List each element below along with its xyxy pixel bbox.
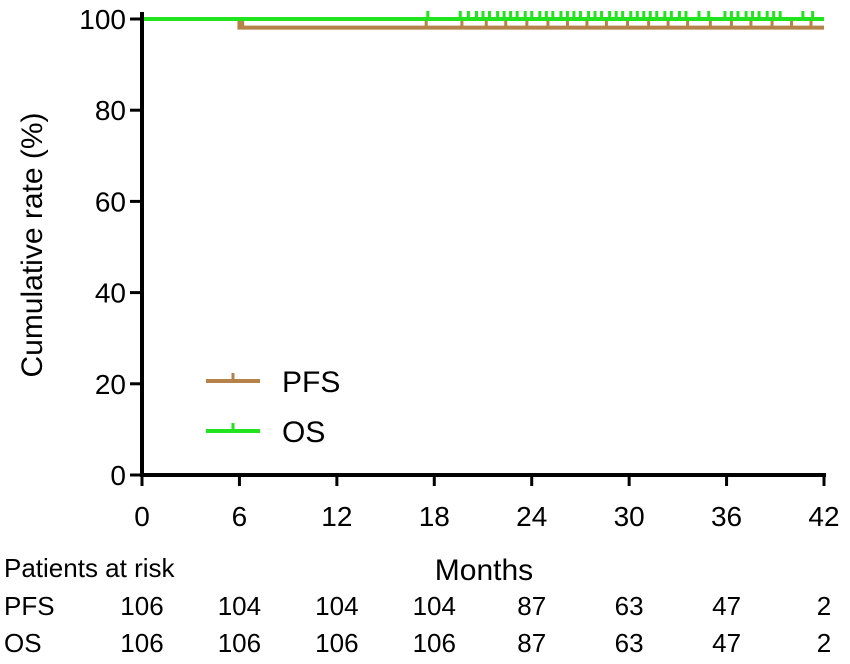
y-tick-label-1: 20 bbox=[95, 369, 126, 400]
x-tick-label-5: 30 bbox=[614, 501, 645, 532]
series-os bbox=[142, 11, 824, 21]
risk-cell-os-5: 63 bbox=[615, 628, 644, 658]
risk-cell-os-3: 106 bbox=[413, 628, 456, 658]
legend-label-os: OS bbox=[282, 416, 325, 449]
risk-table-header: Patients at risk bbox=[4, 553, 176, 583]
risk-table: Patients at risk PFS OS 106 104 104 104 87 63… bbox=[4, 553, 831, 658]
x-tick-label-0: 0 bbox=[134, 501, 150, 532]
ticks-layer: 0 6 12 18 24 30 36 42 0 20 40 60 80 100 bbox=[79, 4, 839, 532]
y-tick-label-3: 60 bbox=[95, 186, 126, 217]
risk-cell-pfs-4: 87 bbox=[517, 591, 546, 621]
y-axis-title: Cumulative rate (%) bbox=[16, 112, 49, 377]
risk-cell-pfs-7: 2 bbox=[817, 591, 831, 621]
y-tick-label-4: 80 bbox=[95, 95, 126, 126]
series-layer bbox=[142, 11, 824, 30]
risk-cell-os-4: 87 bbox=[517, 628, 546, 658]
risk-cell-pfs-0: 106 bbox=[120, 591, 163, 621]
risk-cell-os-2: 106 bbox=[315, 628, 358, 658]
x-axis-title: Months bbox=[435, 554, 533, 587]
x-tick-label-3: 18 bbox=[419, 501, 450, 532]
risk-cell-os-0: 106 bbox=[120, 628, 163, 658]
risk-cell-pfs-1: 104 bbox=[218, 591, 261, 621]
y-tick-label-5: 100 bbox=[79, 4, 126, 35]
legend-item-pfs: PFS bbox=[206, 366, 340, 399]
risk-cell-os-7: 2 bbox=[817, 628, 831, 658]
y-tick-label-0: 0 bbox=[110, 460, 126, 491]
risk-row-label-pfs: PFS bbox=[4, 591, 55, 621]
x-tick-label-6: 36 bbox=[711, 501, 742, 532]
axes-layer bbox=[140, 12, 826, 477]
legend-label-pfs: PFS bbox=[282, 366, 340, 399]
x-tick-label-4: 24 bbox=[516, 501, 547, 532]
x-tick-label-7: 42 bbox=[808, 501, 839, 532]
risk-cell-pfs-5: 63 bbox=[615, 591, 644, 621]
risk-cell-os-6: 47 bbox=[712, 628, 741, 658]
y-tick-label-2: 40 bbox=[95, 278, 126, 309]
x-tick-label-1: 6 bbox=[232, 501, 248, 532]
risk-cell-pfs-6: 47 bbox=[712, 591, 741, 621]
risk-cell-os-1: 106 bbox=[218, 628, 261, 658]
x-tick-label-2: 12 bbox=[321, 501, 352, 532]
legend-item-os: OS bbox=[206, 416, 325, 449]
risk-cell-pfs-3: 104 bbox=[413, 591, 456, 621]
risk-row-label-os: OS bbox=[4, 628, 42, 658]
legend: PFS OS bbox=[206, 366, 340, 449]
risk-cell-pfs-2: 104 bbox=[315, 591, 358, 621]
